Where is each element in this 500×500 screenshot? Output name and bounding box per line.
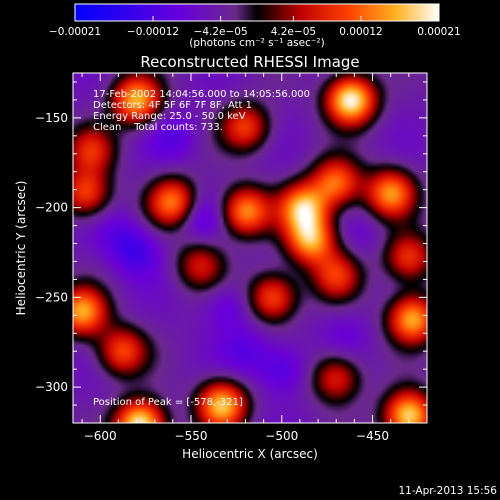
chart-title: Reconstructed RHESSI Image: [140, 53, 359, 71]
colorbar-tick-label: 4.2e−05: [271, 26, 316, 38]
annotation-time-range: 17-Feb-2002 14:04:56.000 to 14:05:56.000: [93, 89, 310, 100]
image-area: 17-Feb-2002 14:04:56.000 to 14:05:56.000…: [72, 72, 428, 424]
colorbar-tick-label: −4.2e−05: [194, 26, 248, 38]
colorbar-ticks: −0.00021 −0.00012 −4.2e−05 4.2e−05 0.00012 0.…: [49, 16, 461, 38]
y-tick-label: −200: [35, 201, 68, 215]
x-tick-label: −550: [175, 429, 208, 443]
colorbar-tick-label: −0.00021: [49, 26, 101, 38]
annotation-counts: Clean Total counts: 733.: [93, 122, 223, 133]
plot-frame: [72, 72, 428, 424]
y-tick-label: −300: [35, 380, 68, 394]
y-axis-label: Heliocentric Y (arcsec): [14, 181, 28, 316]
axis-ticks: −600 −550 −500 −450 −300 −250 −200 −150: [35, 73, 428, 443]
x-tick-label: −450: [356, 429, 389, 443]
colorbar-units-label: (photons cm⁻² s⁻¹ asec⁻²): [189, 37, 324, 49]
heatmap-image: [73, 73, 427, 423]
y-tick-label: −250: [35, 290, 68, 304]
colorbar-gradient: [75, 4, 439, 21]
colorbar-tick-label: −0.00012: [127, 26, 179, 38]
colorbar-tick-label: 0.00021: [417, 26, 460, 38]
colorbar-tick-label: 0.00012: [339, 26, 382, 38]
x-tick-label: −500: [265, 429, 298, 443]
colorbar-border: [74, 3, 440, 22]
peak-position-label: Position of Peak = [-578,-321]: [93, 397, 243, 408]
x-axis-label: Heliocentric X (arcsec): [182, 447, 318, 461]
annotation-energy-range: Energy Range: 25.0 - 50.0 keV: [93, 111, 246, 122]
annotation-layer: 17-Feb-2002 14:04:56.000 to 14:05:56.000…: [93, 89, 310, 408]
x-tick-label: −600: [84, 429, 117, 443]
footer-timestamp: 11-Apr-2013 15:56: [398, 485, 497, 497]
colorbar: −0.00021 −0.00012 −4.2e−05 4.2e−05 0.00012 0.…: [49, 3, 461, 49]
annotation-detectors: Detectors: 4F 5F 6F 7F 8F, Att 1: [93, 100, 252, 111]
y-tick-label: −150: [35, 111, 68, 125]
